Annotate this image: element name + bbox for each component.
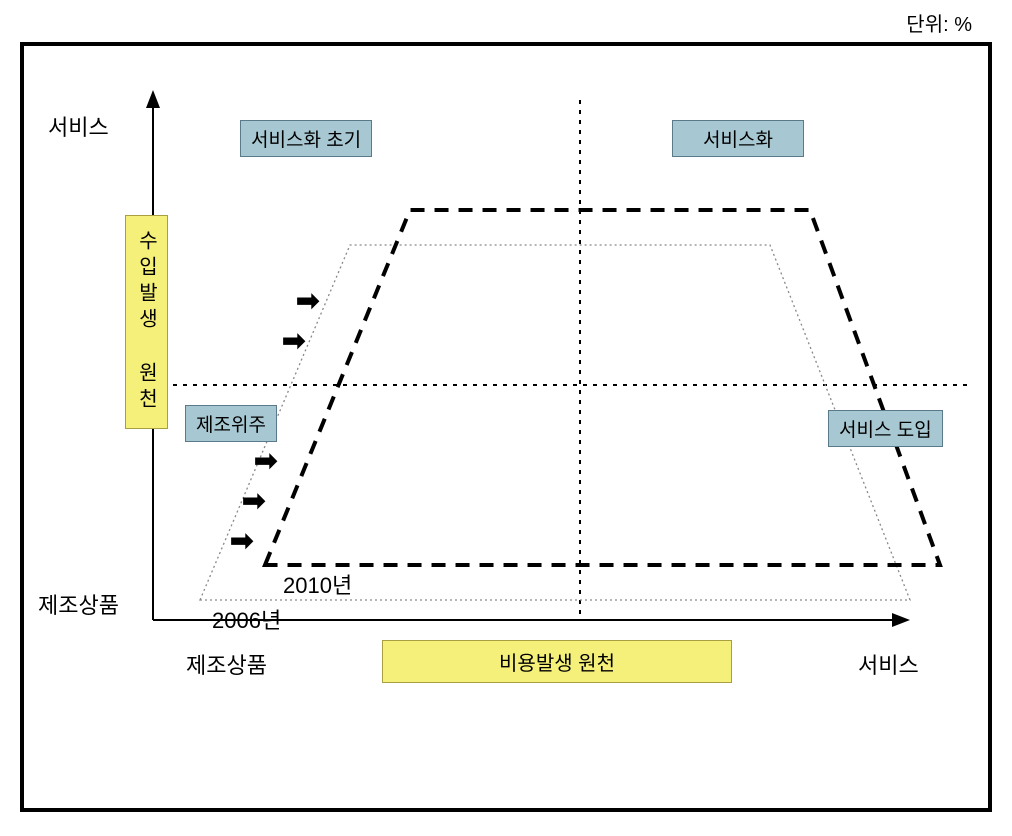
quadrant-bottom-right-box: 서비스 도입: [828, 410, 943, 447]
trapezoid-2010: [265, 210, 940, 565]
x-axis-label-right: 서비스: [858, 648, 919, 680]
year-label-2006: 2006년: [212, 603, 281, 635]
y-axis-title-box: 수입발생 원천: [125, 215, 168, 429]
shift-arrow-icon: ➡: [254, 444, 277, 477]
quadrant-top-right-box: 서비스화: [672, 120, 804, 157]
x-axis-label-left: 제조상품: [186, 648, 267, 680]
quadrant-top-left-box: 서비스화 초기: [240, 120, 372, 157]
y-axis-arrowhead: [146, 90, 160, 108]
y-axis-label-bottom: 제조상품: [38, 588, 119, 620]
shift-arrow-icon: ➡: [230, 524, 253, 557]
x-axis-title-box: 비용발생 원천: [382, 640, 732, 683]
shift-arrow-icon: ➡: [296, 284, 319, 317]
shift-arrow-icon: ➡: [282, 324, 305, 357]
quadrant-bottom-left-box: 제조위주: [185, 405, 277, 442]
shift-arrow-icon: ➡: [242, 484, 265, 517]
y-axis-label-top: 서비스: [48, 110, 109, 142]
x-axis-arrowhead: [892, 613, 910, 627]
year-label-2010: 2010년: [283, 568, 352, 600]
